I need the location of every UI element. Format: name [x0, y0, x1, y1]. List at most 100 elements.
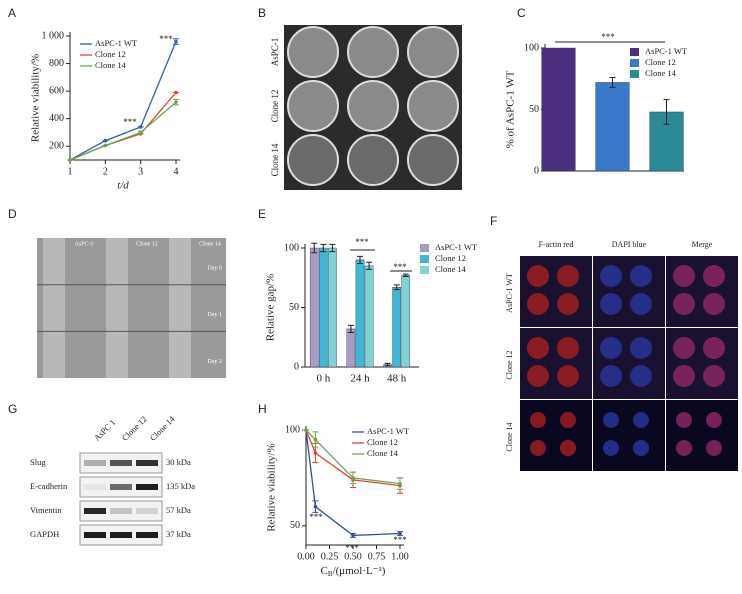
protein-label: Vimentin: [30, 505, 62, 515]
size-label: 57 kDa: [166, 505, 191, 515]
series-line: [69, 101, 177, 161]
error-bar: [609, 77, 616, 88]
wound-image: [37, 238, 226, 378]
cell: [600, 293, 622, 315]
well: [407, 134, 459, 186]
cell: [600, 365, 622, 387]
cell: [603, 440, 619, 456]
error-bar: [320, 243, 327, 253]
column-label: AsPC-1: [74, 241, 93, 247]
bar: [319, 247, 328, 368]
row-label: Clone 14: [505, 422, 514, 451]
row-label: Clone 12: [505, 350, 514, 379]
protein-label: E-cadherin: [30, 481, 68, 491]
micrograph: [666, 256, 738, 327]
cell: [557, 337, 579, 359]
x-label-main: C: [321, 565, 328, 577]
well: [407, 80, 459, 132]
point: [313, 437, 318, 442]
y-tick-label: 50: [290, 520, 300, 531]
cell: [557, 265, 579, 287]
panel-letter: G: [8, 402, 17, 416]
size-label: 135 kDa: [166, 481, 195, 491]
cell: [673, 337, 695, 359]
bar: [346, 328, 356, 368]
column-label: Clone 12: [120, 414, 149, 443]
row-label: Clone 12: [270, 90, 280, 123]
well: [287, 80, 339, 132]
x-tick-label: 2: [103, 166, 108, 177]
error-bar: [329, 243, 336, 253]
x-tick-label: 1: [68, 166, 73, 177]
well: [347, 80, 399, 132]
legend-label: Clone 12: [435, 253, 466, 263]
well: [287, 26, 339, 78]
row-label: Day 2: [208, 359, 223, 365]
y-tick-label: 0: [534, 165, 539, 176]
y-axis-label: Relative gap/%: [265, 274, 277, 342]
y-tick-label: 100: [284, 242, 299, 253]
error-bar: [393, 284, 400, 291]
cell: [703, 293, 725, 315]
size-label: 30 kDa: [166, 457, 191, 467]
micrograph: [593, 328, 665, 399]
cell: [630, 337, 652, 359]
bar: [401, 275, 411, 368]
column-label: F-actin red: [539, 240, 574, 249]
x-axis-label: t/d: [117, 180, 129, 192]
gap: [106, 238, 128, 378]
micrograph: [593, 256, 665, 327]
point: [313, 504, 318, 509]
cell: [560, 412, 576, 428]
point: [68, 158, 72, 162]
x-tick-label: 24 h: [350, 373, 370, 385]
legend-label: Clone 14: [95, 60, 127, 70]
point: [138, 125, 143, 129]
point: [138, 130, 143, 135]
blot-band: [110, 484, 132, 490]
cell: [527, 265, 549, 287]
cell: [557, 365, 579, 387]
cell: [630, 293, 652, 315]
cell: [603, 412, 619, 428]
annotation: ***: [393, 535, 407, 545]
cell: [676, 412, 692, 428]
panel-letter: B: [258, 6, 266, 20]
point: [351, 476, 355, 480]
annotation: ***: [601, 32, 615, 42]
micrograph: [520, 256, 592, 327]
annotation: ***: [355, 237, 369, 247]
panel-letter: A: [8, 6, 16, 20]
legend-label: AsPC-1 WT: [645, 46, 688, 56]
bar: [595, 82, 630, 172]
blot-band: [110, 460, 132, 466]
cell: [673, 365, 695, 387]
point: [174, 100, 178, 104]
cell: [706, 412, 722, 428]
x-tick-label: 0.75: [368, 551, 386, 562]
cell: [633, 412, 649, 428]
gap: [43, 238, 65, 378]
cell: [703, 365, 725, 387]
well: [407, 26, 459, 78]
legend-label: Clone 14: [435, 264, 467, 274]
bar: [355, 259, 365, 368]
bar: [309, 247, 319, 368]
legend-swatch: [420, 255, 429, 263]
well: [287, 134, 339, 186]
y-axis-label: % of AsPC-1 WT: [505, 70, 517, 148]
panel-letter: E: [258, 207, 266, 221]
bar: [541, 47, 576, 172]
legend-label: Clone 12: [95, 49, 126, 59]
gap: [169, 238, 191, 378]
micrograph: [520, 400, 592, 471]
blot-band: [136, 484, 158, 490]
cell: [530, 440, 546, 456]
y-tick-label: 600: [49, 85, 64, 96]
y-tick-label: 0: [294, 361, 299, 372]
column-label: DAPI blue: [612, 240, 647, 249]
error-bar: [347, 324, 354, 333]
error-bar: [311, 242, 318, 254]
point: [103, 143, 108, 148]
protein-label: GAPDH: [30, 529, 59, 539]
